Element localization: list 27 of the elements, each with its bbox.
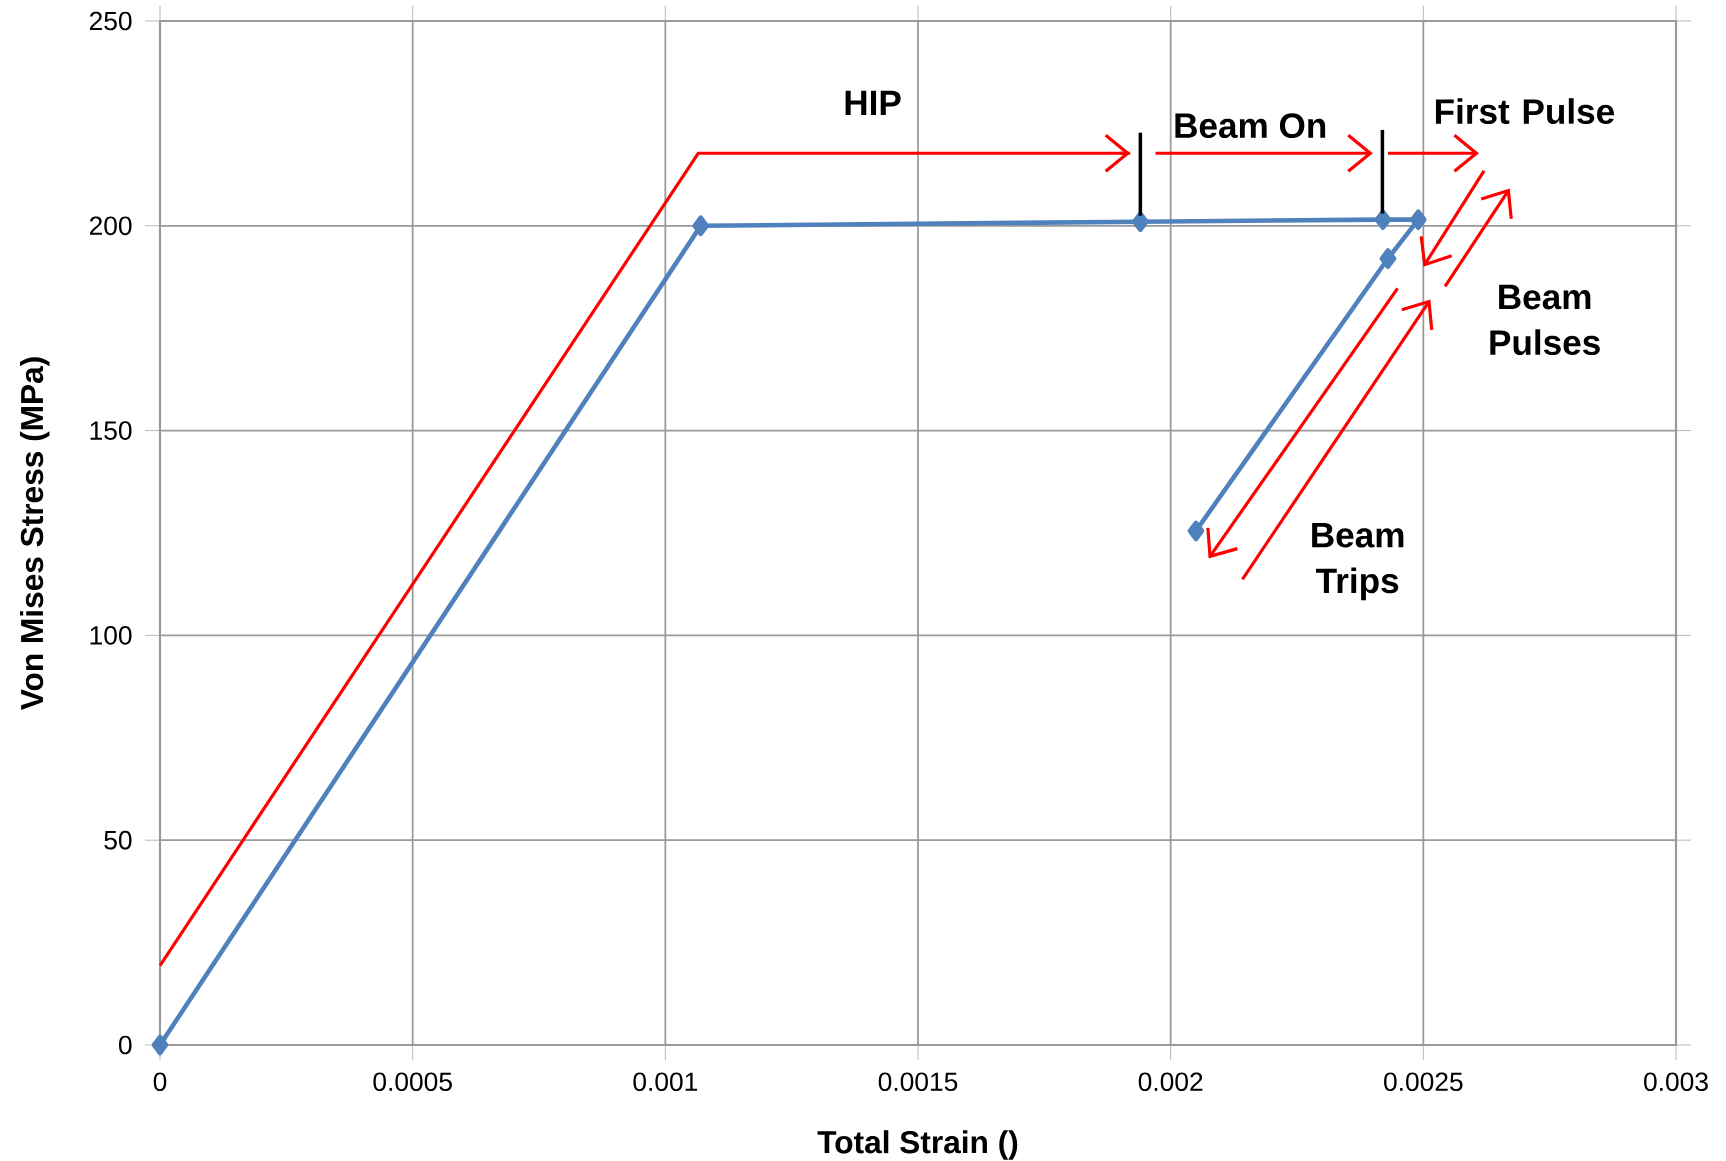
point [1379, 248, 1397, 269]
annotation: First Pulse [1435, 98, 1615, 124]
y-tick-label: 100 [90, 626, 132, 645]
x-tick-label: 0.003 [1644, 1072, 1708, 1092]
point [1409, 209, 1427, 231]
x-tick-label: 0.001 [633, 1072, 698, 1092]
x-tick-label: 0.0015 [878, 1072, 958, 1092]
point [151, 1034, 169, 1056]
x-axis-title: Total Strain () [817, 1130, 1018, 1160]
y-tick-label: 0 [118, 1035, 132, 1055]
annotation: Beam Trips [1312, 523, 1404, 601]
y-tick-label: 200 [89, 216, 132, 236]
x-tick-label: 0.0005 [373, 1072, 452, 1092]
point [1374, 209, 1392, 231]
x-tick-label: 0 [153, 1072, 167, 1092]
point [1132, 211, 1149, 233]
point [1187, 520, 1205, 542]
y-tick-label: 50 [104, 830, 132, 850]
annotation: Beam On [1175, 113, 1326, 139]
y-tick-label: 250 [89, 11, 132, 31]
y-axis-title: Von Mises Stress (MPa) [19, 357, 50, 711]
y-tick-label: 150 [90, 421, 132, 440]
point [692, 215, 710, 237]
x-tick-label: 0.0025 [1384, 1072, 1463, 1092]
annotation: HIP [845, 90, 901, 115]
x-tick-label: 0.002 [1138, 1072, 1203, 1092]
annotation: Beam Pulses [1490, 284, 1600, 356]
